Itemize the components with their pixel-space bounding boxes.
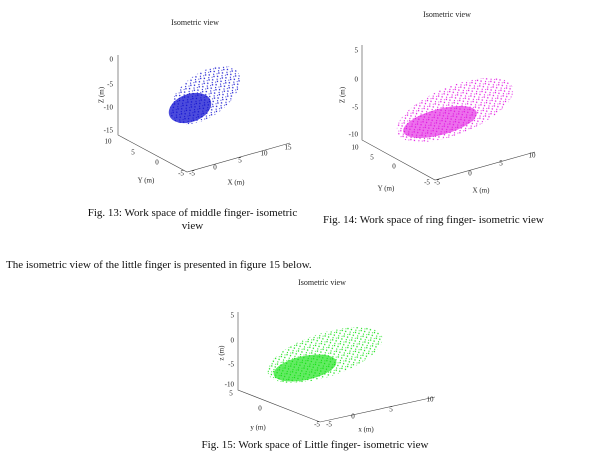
x-label: x (m)	[358, 426, 374, 434]
caption: Fig. 14: Work space of ring finger- isom…	[323, 214, 544, 226]
x-tick: 5	[389, 406, 393, 414]
paragraph: The isometric view of the little finger …	[6, 259, 312, 271]
z-tick: -10	[104, 104, 114, 112]
figure-13: Isometric view Z (m) 0 -5 -10 -15 10 5 0…	[98, 18, 292, 187]
y-tick: 5	[229, 390, 233, 398]
y-tick: 0	[155, 159, 159, 167]
x-tick: 10	[261, 150, 269, 158]
z-tick: -5	[352, 104, 358, 112]
y-tick: 0	[258, 405, 262, 413]
x-tick: 0	[351, 413, 355, 421]
y-tick: 10	[105, 138, 113, 146]
figure-title: Isometric view	[423, 10, 471, 19]
y-label: Y (m)	[138, 177, 155, 185]
axes	[117, 55, 291, 173]
x-tick: 5	[499, 160, 503, 168]
z-tick: 5	[355, 47, 359, 55]
point-cloud-core	[403, 106, 477, 138]
axes	[237, 312, 436, 423]
x-tick: -5	[326, 421, 332, 429]
y-tick: 0	[392, 163, 396, 171]
z-tick: 0	[110, 56, 114, 64]
x-tick: 0	[468, 170, 472, 178]
caption: Fig. 13: Work space of middle finger- is…	[87, 207, 298, 232]
z-label: z (m)	[218, 345, 226, 361]
y-tick: -5	[424, 179, 430, 187]
z-tick: -10	[225, 381, 235, 389]
figure-title: Isometric view	[171, 18, 219, 27]
x-label: X (m)	[473, 187, 491, 195]
z-label: Z (m)	[98, 86, 106, 103]
point-cloud-core	[273, 354, 337, 382]
x-tick: 15	[285, 144, 293, 152]
x-tick: -5	[434, 179, 440, 187]
z-tick: 0	[231, 337, 235, 345]
y-label: y (m)	[250, 424, 266, 432]
z-label: Z (m)	[339, 86, 347, 103]
x-tick: 10	[427, 396, 435, 404]
z-tick: 0	[355, 76, 359, 84]
figure-title: Isometric view	[298, 278, 346, 287]
z-tick: -5	[107, 81, 113, 89]
figure-15: Isometric view z (m) 5 0 -5 -10 5 0 -5 y…	[218, 278, 436, 434]
z-tick: -15	[104, 127, 114, 135]
x-tick: 5	[238, 157, 242, 165]
point-cloud-core	[168, 92, 212, 124]
y-tick: 10	[352, 144, 360, 152]
y-tick: -5	[314, 421, 320, 429]
y-label: Y (m)	[378, 185, 395, 193]
x-tick: -5	[189, 170, 195, 178]
z-tick: -5	[228, 361, 234, 369]
caption: Fig. 15: Work space of Little finger- is…	[201, 439, 429, 451]
z-tick: 5	[231, 312, 235, 320]
x-label: X (m)	[228, 179, 246, 187]
z-tick: -10	[349, 131, 359, 139]
axes	[361, 45, 536, 181]
y-tick: 5	[131, 149, 135, 157]
x-tick: 0	[213, 164, 217, 172]
figure-14: Isometric view Z (m) 5 0 -5 -10 10 5 0 -…	[339, 10, 536, 195]
y-tick: -5	[178, 170, 184, 178]
x-tick: 10	[529, 152, 537, 160]
y-tick: 5	[370, 154, 374, 162]
